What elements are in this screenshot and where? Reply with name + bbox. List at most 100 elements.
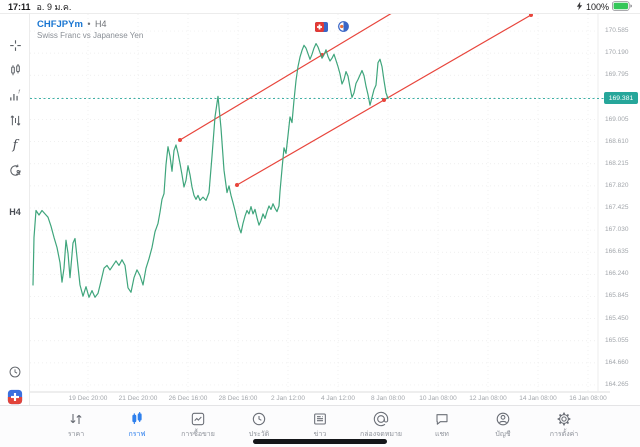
nav-label: ราคา xyxy=(67,431,85,438)
session-clock-icon[interactable] xyxy=(338,19,349,37)
nav-item-quotes[interactable]: ราคา xyxy=(55,410,97,447)
status-time: 17:11 xyxy=(8,1,31,12)
time-tick-label: 16 Jan 08:00 xyxy=(569,395,607,402)
objects-button[interactable] xyxy=(0,108,30,132)
price-tick-label: 170.585 xyxy=(605,27,629,35)
indicators-icon: f xyxy=(8,88,23,103)
svg-text:f: f xyxy=(18,89,20,95)
price-tick-label: 167.425 xyxy=(605,204,629,211)
price-tick-label: 166.635 xyxy=(605,248,629,256)
indicators-button[interactable]: f xyxy=(0,83,30,107)
timeframe-button[interactable]: H4 xyxy=(0,200,30,224)
trendline-handle[interactable] xyxy=(320,53,324,58)
nav-item-news[interactable]: ข่าว xyxy=(299,410,341,447)
trendline-handle[interactable] xyxy=(178,138,182,143)
objects-icon xyxy=(8,113,23,128)
nav-label: การซื้อขาย xyxy=(181,431,215,438)
crosshair-icon xyxy=(8,38,23,53)
price-tick-label: 165.055 xyxy=(605,336,629,344)
trade-icon xyxy=(190,410,206,428)
time-tick-label: 19 Dec 20:00 xyxy=(68,395,108,402)
nav-label: แชท xyxy=(435,431,449,438)
crosshair-button[interactable] xyxy=(0,33,30,57)
time-tick-label: 21 Dec 20:00 xyxy=(118,395,158,402)
time-tick-label: 26 Dec 16:00 xyxy=(168,395,208,402)
price-tick-label: 165.845 xyxy=(605,292,629,300)
status-date: อ. 9 ม.ค. xyxy=(36,1,72,12)
nav-item-history[interactable]: ประวัติ xyxy=(238,410,280,447)
trendline-handle[interactable] xyxy=(235,182,239,187)
chart-toolbar: f f H4 xyxy=(0,14,30,405)
chart-type-button[interactable] xyxy=(0,58,30,82)
price-series-line xyxy=(32,42,389,298)
function-button[interactable]: f xyxy=(0,133,30,157)
price-tick-label: 164.265 xyxy=(605,380,629,388)
price-axis[interactable]: 170.585170.190169.795169.400169.005168.6… xyxy=(600,14,640,392)
battery-icon xyxy=(612,0,632,13)
history-icon xyxy=(251,410,267,428)
mailbox-icon xyxy=(373,410,389,428)
settings-icon xyxy=(556,410,572,428)
nav-item-chart[interactable]: กราฟ xyxy=(116,410,158,447)
grid-lines xyxy=(30,14,598,392)
history-icon xyxy=(8,365,22,379)
symbol-name: CHFJPYm xyxy=(37,19,83,30)
nav-item-chat[interactable]: แชท xyxy=(421,410,463,447)
separator-dot: • xyxy=(87,19,91,29)
trendline-2[interactable] xyxy=(235,13,533,187)
price-tick-label: 167.030 xyxy=(605,226,629,234)
time-tick-label: 12 Jan 08:00 xyxy=(469,395,507,402)
trendline-handle[interactable] xyxy=(382,97,386,102)
current-price-value: 169.381 xyxy=(608,94,634,102)
quotes-icon xyxy=(68,410,84,428)
time-tick-label: 10 Jan 08:00 xyxy=(419,395,457,402)
app-logo-button[interactable] xyxy=(0,385,30,409)
status-bar: 17:11 อ. 9 ม.ค. 100% xyxy=(0,0,640,14)
nav-label: ข่าว xyxy=(313,431,327,438)
price-tick-label: 169.795 xyxy=(605,71,629,79)
time-axis[interactable]: 19 Dec 20:00 21 Dec 20:00 26 Dec 16:00 28 D… xyxy=(0,393,640,405)
price-tick-label: 168.215 xyxy=(605,159,629,167)
candlestick-icon xyxy=(8,63,23,78)
nav-label: บัญชี xyxy=(495,431,511,438)
trendline-1[interactable] xyxy=(178,10,397,143)
nav-label: ประวัติ xyxy=(248,431,270,438)
charging-icon xyxy=(576,1,583,13)
trendline-handle[interactable] xyxy=(529,13,533,18)
price-tick-label: 167.820 xyxy=(605,181,629,189)
chart-object-icons xyxy=(315,19,349,37)
function-icon: f xyxy=(12,137,18,153)
account-icon xyxy=(495,410,511,428)
news-icon xyxy=(312,410,328,428)
symbol-description: Swiss Franc vs Japanese Yen xyxy=(37,31,144,40)
time-tick-label: 14 Jan 08:00 xyxy=(519,395,557,402)
home-indicator[interactable] xyxy=(253,439,387,444)
nav-label: กล่องจดหมาย xyxy=(359,431,403,438)
price-tick-label: 166.240 xyxy=(605,270,629,278)
price-tick-label: 170.190 xyxy=(605,49,629,57)
price-tick-label: 168.610 xyxy=(605,137,629,145)
chat-icon xyxy=(434,410,450,428)
history-button[interactable] xyxy=(0,360,30,384)
nav-item-account[interactable]: บัญชี xyxy=(482,410,524,447)
price-tick-label: 165.450 xyxy=(605,314,629,322)
chart-area[interactable]: CHFJPYm • H4 Swiss Franc vs Japanese Yen xyxy=(30,14,640,405)
nav-item-trade[interactable]: การซื้อขาย xyxy=(177,410,219,447)
shapes-button[interactable] xyxy=(0,158,30,182)
app-logo-icon xyxy=(7,389,23,405)
time-tick-label: 2 Jan 12:00 xyxy=(271,395,305,402)
time-tick-label: 28 Dec 16:00 xyxy=(218,395,258,402)
battery-percent: 100% xyxy=(585,1,609,12)
price-tick-label: 169.005 xyxy=(605,115,629,123)
nav-item-settings[interactable]: การตั้งค่า xyxy=(543,410,585,447)
time-tick-label: 8 Jan 08:00 xyxy=(371,395,405,402)
chart-header: CHFJPYm • H4 Swiss Franc vs Japanese Yen xyxy=(37,17,143,41)
shapes-icon xyxy=(8,163,23,178)
swiss-flag-icon[interactable] xyxy=(315,19,328,37)
nav-label: การตั้งค่า xyxy=(549,431,579,438)
nav-item-mailbox[interactable]: กล่องจดหมาย xyxy=(360,410,402,447)
price-tick-label: 164.660 xyxy=(605,358,629,366)
time-tick-label: 4 Jan 12:00 xyxy=(321,395,355,402)
current-price-tag: 169.381 xyxy=(604,92,638,105)
